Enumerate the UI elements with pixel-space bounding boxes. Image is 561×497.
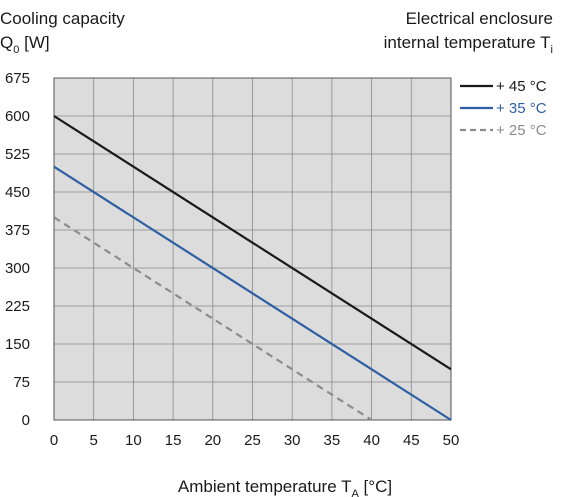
y-tick-label: 0	[22, 412, 30, 429]
series-line	[53, 165, 452, 421]
x-tick-label: 25	[244, 432, 261, 449]
x-axis-title-unit: [°C]	[364, 477, 393, 496]
y-tick-label: 225	[5, 298, 30, 315]
legend-title-text: internal temperature T	[384, 33, 551, 52]
y-axis-symbol: Q	[0, 33, 13, 52]
legend-label: + 35 °C	[496, 100, 547, 117]
x-tick-label: 15	[165, 432, 182, 449]
x-axis-title: Ambient temperature TA [°C]	[178, 477, 392, 497]
x-tick-label: 50	[443, 432, 460, 449]
legend-label: + 45 °C	[496, 78, 547, 95]
legend: + 45 °C + 35 °C + 25 °C	[460, 78, 547, 139]
legend-title-line1: Electrical enclosure	[406, 9, 553, 28]
y-tick-label: 75	[13, 374, 30, 391]
x-axis-title-main: Ambient temperature T	[178, 477, 352, 496]
series-line	[53, 216, 373, 421]
y-axis-unit: [W]	[24, 33, 50, 52]
x-tick-label: 40	[363, 432, 380, 449]
x-tick-label: 30	[284, 432, 301, 449]
y-tick-label: 525	[5, 146, 30, 163]
plot-border	[53, 77, 452, 421]
x-tick-label: 10	[125, 432, 142, 449]
x-tick-label: 20	[204, 432, 221, 449]
y-axis-title-line1: Cooling capacity	[0, 9, 125, 28]
plot-area: 0 75 150 225 300 375 450 525 600 675 0 5 10 15 20 25 30 3…	[5, 70, 459, 449]
y-tick-label: 150	[5, 336, 30, 353]
y-tick-label: 300	[5, 260, 30, 277]
y-tick-label: 375	[5, 222, 30, 239]
legend-title-line2: internal temperature Ti	[384, 33, 553, 56]
x-tick-label: 5	[90, 432, 98, 449]
x-axis-title-subscript: A	[351, 488, 359, 497]
x-tick-label: 0	[50, 432, 58, 449]
y-tick-label: 675	[5, 70, 30, 87]
y-axis-title-line2: Q0 [W]	[0, 33, 50, 56]
x-tick-label: 35	[324, 432, 341, 449]
legend-title-subscript: i	[551, 44, 553, 56]
series-line	[53, 115, 452, 371]
x-tick-label: 45	[403, 432, 420, 449]
legend-label: + 25 °C	[496, 122, 547, 139]
y-tick-label: 600	[5, 108, 30, 125]
y-axis-subscript: 0	[13, 44, 19, 56]
y-tick-label: 450	[5, 184, 30, 201]
